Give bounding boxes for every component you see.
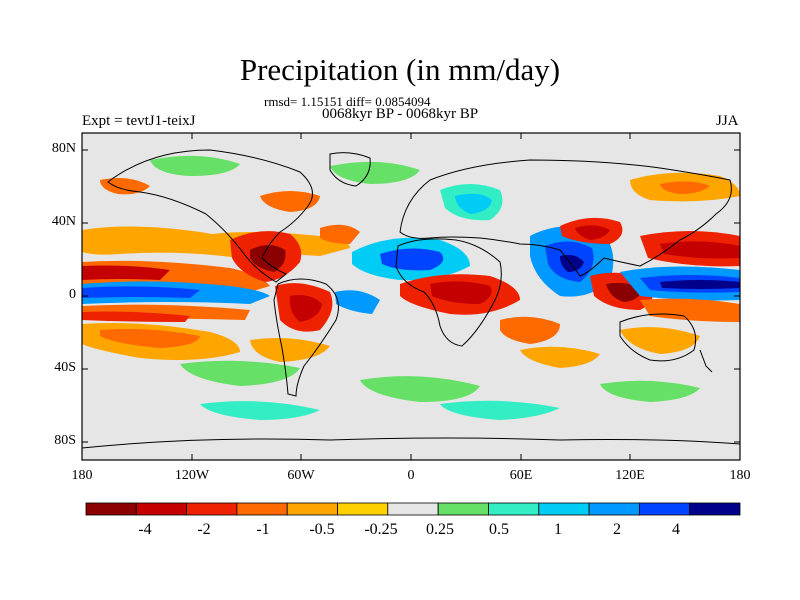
map-title: Precipitation (in mm/day) <box>239 52 561 87</box>
anomaly-patch <box>82 226 250 258</box>
colorbar-swatch <box>236 502 288 516</box>
colorbar-swatch <box>538 502 590 516</box>
anomaly-patch <box>100 178 150 195</box>
colorbar-label: -0.25 <box>364 521 398 538</box>
anomaly-patch <box>200 401 320 420</box>
colorbar-label: 2 <box>613 521 621 538</box>
x-label-60w: 60W <box>287 468 315 483</box>
greenland-outline <box>329 152 371 187</box>
anomaly-patch <box>430 281 492 304</box>
y-label-40s: 40S <box>54 360 76 375</box>
anomaly-patch <box>620 327 700 354</box>
colorbar-swatch <box>437 502 489 516</box>
anomaly-patch <box>100 328 200 348</box>
anomaly-patch <box>82 265 170 280</box>
colorbar-label: -1 <box>256 521 270 538</box>
colorbar-label: 1 <box>554 521 562 538</box>
colorbar-swatch <box>488 502 540 516</box>
antarctica-outline <box>82 437 740 449</box>
x-label-180e: 180 <box>729 468 751 483</box>
north-america-outline <box>107 149 313 283</box>
anomaly-patch <box>440 400 560 420</box>
x-label-120e: 120E <box>615 468 645 483</box>
anomaly-patch <box>455 193 492 214</box>
anomaly-patch <box>82 286 200 298</box>
anomaly-patch <box>330 161 420 184</box>
anomaly-patch <box>335 290 380 314</box>
anomaly-patch <box>320 224 360 244</box>
anomaly-patch <box>250 245 286 272</box>
anomaly-patch <box>500 316 560 344</box>
colorbar-swatch <box>639 502 691 516</box>
y-label-80n: 80N <box>51 141 76 156</box>
colorbar-swatch <box>135 502 188 516</box>
season-label: JJA <box>716 113 739 129</box>
anomaly-patch <box>260 191 320 212</box>
experiment-label: Expt = tevtJ1-teixJ <box>82 113 196 129</box>
colorbar-swatch <box>286 502 338 516</box>
y-label-80s: 80S <box>54 433 76 448</box>
colorbar-label: 4 <box>672 521 680 538</box>
colorbar-swatch <box>186 502 238 516</box>
colorbar-label: 0.25 <box>426 521 454 538</box>
anomaly-patch <box>600 380 700 402</box>
x-label-120w: 120W <box>174 468 210 483</box>
period-line: 0068kyr BP - 0068kyr BP <box>322 106 479 122</box>
colorbar-label: -4 <box>138 521 152 538</box>
anomaly-patch <box>606 282 642 302</box>
x-label-0: 0 <box>407 468 415 483</box>
anomaly-patch <box>660 280 740 289</box>
colorbar-label: -2 <box>197 521 211 538</box>
y-label-0: 0 <box>69 287 76 302</box>
colorbar-swatch <box>85 502 137 516</box>
anomaly-patch <box>180 360 300 386</box>
anomaly-patch <box>640 298 740 322</box>
colorbar-swatch <box>588 502 640 516</box>
anomaly-patch <box>660 241 740 259</box>
colorbar-label: 0.5 <box>489 521 509 538</box>
y-label-40n: 40N <box>51 214 76 229</box>
stats-line: rmsd= 1.15151 diff= 0.0854094 <box>264 94 431 109</box>
coastlines <box>82 149 740 449</box>
anomaly-patch <box>360 376 480 402</box>
anomaly-patch <box>82 311 190 322</box>
anomaly-patch <box>289 295 322 322</box>
africa-outline <box>395 238 502 347</box>
anomaly-patch <box>660 181 710 194</box>
eurasia-outline <box>399 159 732 277</box>
australia-outline <box>619 313 697 362</box>
anomaly-patch <box>520 346 600 368</box>
new-zealand-outline <box>699 349 713 373</box>
south-america-outline <box>273 278 339 397</box>
colorbar <box>85 502 741 516</box>
colorbar-label: -0.5 <box>309 521 335 538</box>
anomaly-patch <box>560 254 584 272</box>
colorbar-swatch <box>337 502 389 516</box>
colorbar-swatch <box>689 502 741 516</box>
x-label-60e: 60E <box>509 468 533 483</box>
anomaly-patch <box>575 225 610 240</box>
axis-ticks <box>81 133 741 460</box>
x-label-180w: 180 <box>71 468 93 483</box>
anomaly-patch <box>250 338 330 362</box>
colorbar-swatch <box>387 502 439 516</box>
anomaly-patch <box>150 155 240 176</box>
